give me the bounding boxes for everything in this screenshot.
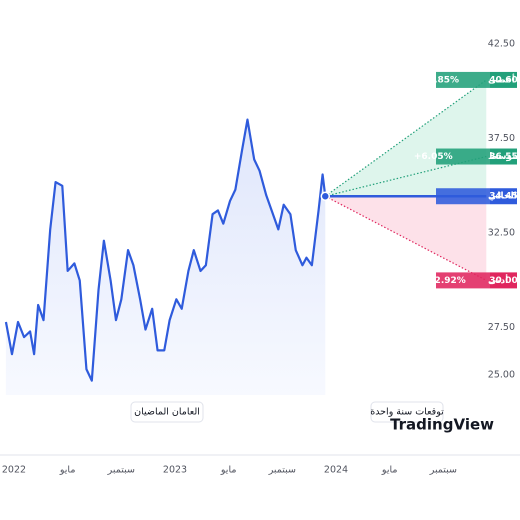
price-line [4, 118, 327, 382]
tag-value-box [490, 188, 517, 205]
tag-value-box [490, 148, 517, 165]
tag-box [436, 148, 490, 165]
tag-name: أدنى [488, 274, 508, 286]
tag-value-box [490, 272, 517, 289]
y-tick-label: 32.50 [488, 228, 515, 239]
x-tick-label: سبتمبر [429, 465, 457, 476]
y-tick-label: 42.50 [488, 38, 515, 49]
x-tick-label: 2024 [324, 465, 348, 476]
x-tick-label: مايو [220, 465, 237, 476]
period-label-box [370, 401, 444, 423]
price-area [5, 119, 326, 395]
x-tick-label: مايو [59, 465, 76, 476]
tag-box [436, 188, 490, 205]
period-label-box [130, 401, 204, 423]
x-tick-label: 2022 [2, 465, 26, 476]
current-point [320, 191, 331, 201]
tag-change: +17.85% [414, 75, 459, 85]
tag-value: 36.55 [489, 152, 517, 162]
x-tick-label: 2023 [163, 465, 187, 476]
tag-value: 30.00 [489, 276, 517, 286]
x-tick-label: سبتمبر [268, 465, 296, 476]
x-tick-label: مايو [381, 465, 398, 476]
tag-value: 40.60 [489, 75, 517, 85]
y-tick-label: 37.50 [488, 133, 515, 144]
forecast-line [325, 195, 487, 281]
logo: TradingView [390, 416, 494, 434]
tag-box [436, 71, 490, 88]
forecast-line [324, 79, 487, 197]
forecast-down-area [325, 196, 487, 281]
period-label: توقعات سنة واحدة [370, 407, 444, 418]
tag-value-box [490, 71, 517, 88]
tag-name: الاشتراك الحالي [488, 192, 520, 202]
tag-name: أقصى [488, 73, 515, 85]
tag-box [436, 272, 490, 289]
tag-change: -12.92% [425, 276, 466, 286]
tag-change: +6.05% [414, 152, 453, 162]
period-label: العامان الماضيان [134, 407, 200, 418]
tag-name: متوسط [488, 152, 520, 162]
y-tick-label: 27.50 [488, 322, 515, 333]
x-tick-label: سبتمبر [107, 465, 135, 476]
tag-value: 34.45 [489, 192, 517, 202]
y-tick-label: 25.00 [488, 369, 515, 380]
